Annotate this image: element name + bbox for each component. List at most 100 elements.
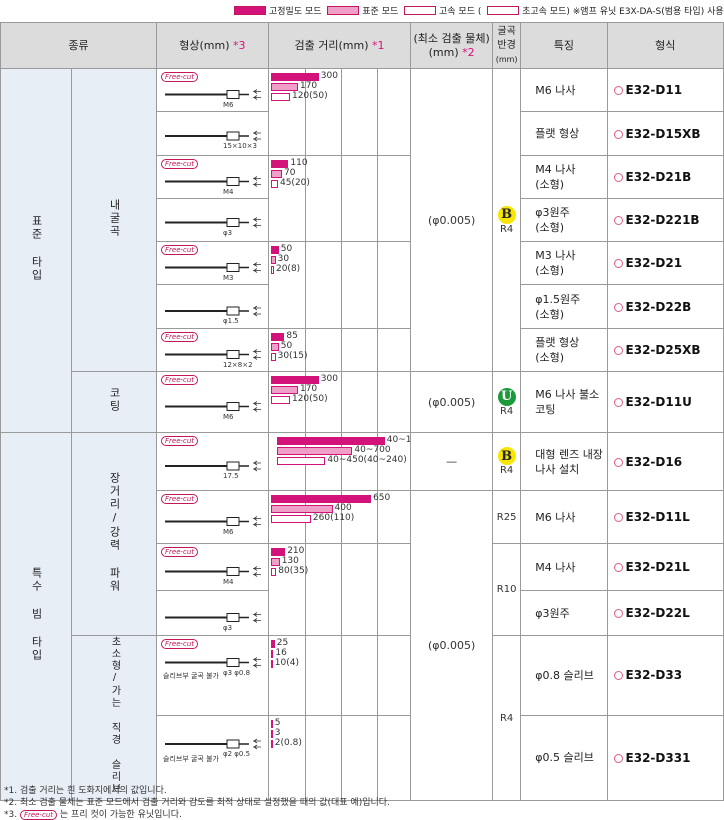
footnote-1: *1. 검출 거리는 흰 도화지에서의 값입니다. xyxy=(4,786,167,796)
legend-swatch-standard xyxy=(327,6,360,15)
distance-bar-label: 40~1,000 xyxy=(386,435,411,445)
category-standard-type: 표준 타입 xyxy=(0,68,72,433)
distance-bar-label: 3 xyxy=(274,727,281,738)
shape-dimension-label: M3 xyxy=(223,273,234,282)
feature-cell: φ0.8 슬리브 xyxy=(520,635,608,716)
shape-dimension-label: 15×10×3 xyxy=(223,142,257,150)
grid-line xyxy=(376,372,378,432)
free-cut-badge: Free-cut xyxy=(161,494,199,504)
model-cell[interactable]: E32-D221B xyxy=(606,198,724,242)
fiber-drawing xyxy=(165,657,261,668)
feature-cell: M6 나사 xyxy=(520,490,608,544)
model-ring-icon xyxy=(613,86,623,95)
distance-bar-label: 10(4) xyxy=(274,658,299,668)
model-cell[interactable]: E32-D331 xyxy=(606,714,724,802)
shape-cell: Free-cut M3 xyxy=(156,241,269,285)
distance-bar xyxy=(270,739,273,748)
distance-bar xyxy=(270,83,298,91)
distance-bar xyxy=(270,729,273,738)
free-cut-badge: Free-cut xyxy=(161,245,199,255)
distance-bar-label: 130 xyxy=(281,556,299,566)
model-cell[interactable]: E32-D11U xyxy=(606,371,724,433)
distance-bar xyxy=(270,640,275,648)
grid-line xyxy=(376,433,378,490)
grid-line xyxy=(376,69,378,155)
min-object-cell: — xyxy=(410,432,494,491)
grid-line xyxy=(340,433,342,490)
header-model: 형식 xyxy=(606,22,724,69)
shape-cell: Free-cut 17.5 xyxy=(156,432,269,491)
feature-cell: M4 나사 (소형) xyxy=(520,155,608,199)
distance-bar-label: 300 xyxy=(320,374,338,384)
model-cell[interactable]: E32-D15XB xyxy=(606,111,724,156)
fiber-drawing xyxy=(165,401,261,412)
distance-bar xyxy=(270,548,286,556)
distance-chart: 85 50 30(15) xyxy=(267,328,412,372)
shape-dimension-label: M6 xyxy=(223,100,234,109)
distance-bar xyxy=(270,266,274,274)
model-cell[interactable]: E32-D21B xyxy=(606,155,724,199)
model-ring-icon xyxy=(613,216,623,225)
model-cell[interactable]: E32-D25XB xyxy=(606,328,724,372)
bend-radius-cell: B R4 xyxy=(492,68,522,372)
distance-bar xyxy=(270,343,279,351)
distance-bar-label: 170 xyxy=(299,384,318,394)
bend-radius-cell: R10 xyxy=(492,543,522,636)
shape-cell: Free-cut M6 xyxy=(156,371,269,433)
model-ring-icon xyxy=(613,753,623,763)
distance-bar xyxy=(270,376,319,384)
grid-line xyxy=(376,329,378,371)
distance-bar-label: 30(15) xyxy=(277,351,308,361)
distance-bar-label: 40~450(40~240) xyxy=(327,455,407,465)
fiber-drawing xyxy=(165,349,261,360)
feature-cell: φ3원주 (소형) xyxy=(520,198,608,242)
model-ring-icon xyxy=(613,259,623,268)
min-object-cell: (φ0.005) xyxy=(410,371,494,433)
u-type-icon: U xyxy=(497,387,516,406)
fiber-drawing xyxy=(165,516,261,527)
model-cell[interactable]: E32-D11L xyxy=(606,490,724,544)
header-shape: 형상(mm) *3 xyxy=(156,22,269,69)
distance-bar xyxy=(270,386,298,394)
model-ring-icon xyxy=(613,302,623,312)
sleeve-note: 슬리브부 굴곡 불가 xyxy=(163,672,219,680)
distance-chart: 210 130 80(35) xyxy=(267,543,412,636)
header-type: 종류 xyxy=(0,22,157,69)
distance-bar-label: 45(20) xyxy=(279,178,310,188)
distance-bar-label: 85 xyxy=(286,331,298,341)
category-long-distance: 장거리/강력 파워 xyxy=(71,432,157,636)
shape-cell: φ3 xyxy=(156,198,269,242)
distance-chart: 5 3 2(0.8) xyxy=(267,714,412,802)
model-cell[interactable]: E32-D11 xyxy=(606,68,724,112)
shape-cell: Free-cut M6 xyxy=(156,68,269,112)
grid-line xyxy=(304,69,306,155)
distance-bar-label: 210 xyxy=(287,546,305,556)
model-cell[interactable]: E32-D22L xyxy=(606,590,724,636)
fiber-drawing xyxy=(165,305,261,317)
feature-cell: M3 나사 (소형) xyxy=(520,241,608,285)
header-feature: 특징 xyxy=(520,22,608,69)
distance-bar xyxy=(270,93,290,101)
model-ring-icon xyxy=(613,563,623,572)
fiber-drawing xyxy=(165,460,261,472)
header-min-object: (최소 검출 물체) (mm) *2 xyxy=(410,22,494,69)
model-cell[interactable]: E32-D22B xyxy=(606,284,724,329)
shape-dimension-label: M4 xyxy=(223,577,234,586)
grid-line xyxy=(376,242,378,328)
distance-bar-label: 120(50) xyxy=(291,394,328,404)
shape-cell: φ3 xyxy=(156,590,269,636)
model-cell[interactable]: E32-D21L xyxy=(606,543,724,591)
distance-bar-label: 50 xyxy=(280,244,293,254)
distance-bar-label: 110 xyxy=(290,158,308,168)
model-cell[interactable]: E32-D16 xyxy=(606,432,724,491)
model-ring-icon xyxy=(613,671,623,681)
model-cell[interactable]: E32-D21 xyxy=(606,241,724,285)
fiber-drawing xyxy=(165,566,261,577)
model-ring-icon xyxy=(613,398,623,407)
grid-line xyxy=(376,156,378,241)
distance-bar xyxy=(270,170,282,178)
distance-bar-label: 16 xyxy=(275,648,287,658)
distance-bar-label: 170 xyxy=(299,81,318,91)
model-cell[interactable]: E32-D33 xyxy=(606,635,724,716)
distance-bar xyxy=(270,719,273,728)
